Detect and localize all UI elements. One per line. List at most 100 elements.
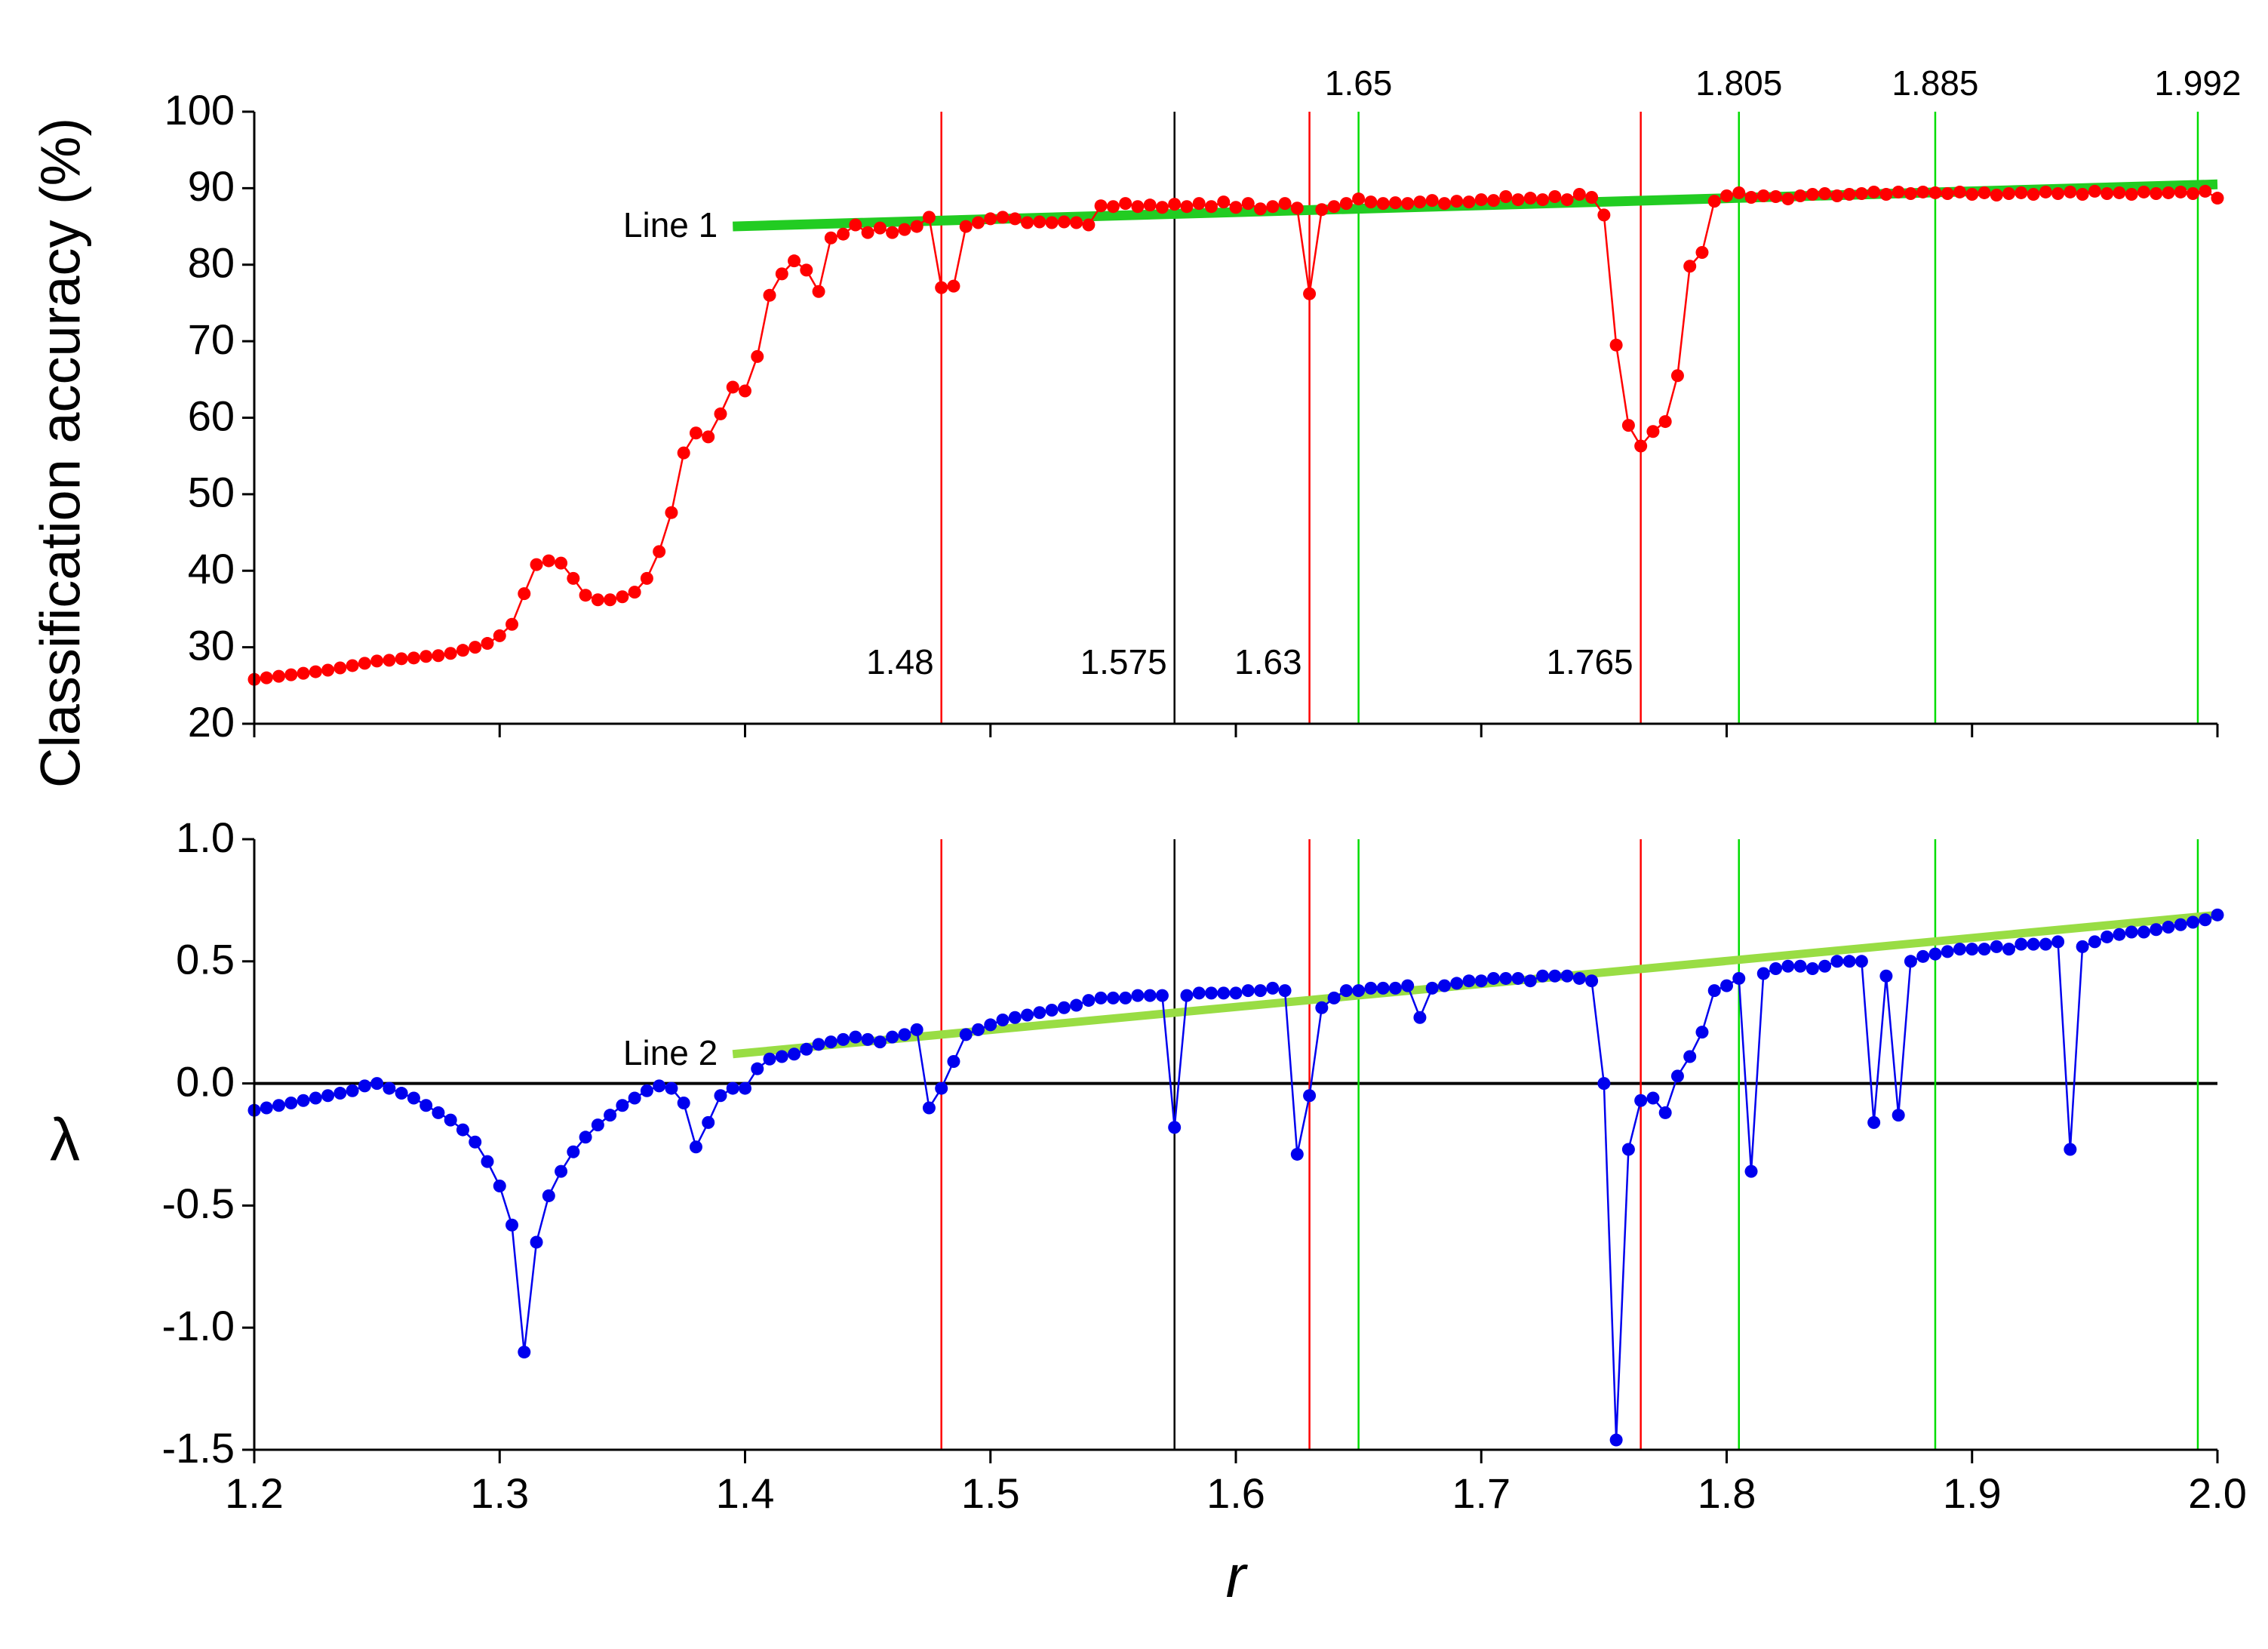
marker-label: 1.65	[1325, 63, 1393, 103]
data-point	[2113, 186, 2126, 199]
data-point	[1879, 187, 1893, 201]
data-point	[481, 1155, 494, 1168]
data-point	[886, 1030, 899, 1044]
marker-label: 1.765	[1547, 642, 1633, 681]
data-point	[971, 1023, 985, 1036]
data-point	[358, 657, 371, 670]
data-point	[469, 1135, 482, 1149]
data-point	[1842, 955, 1856, 968]
data-point	[1413, 195, 1427, 209]
data-point	[910, 1023, 923, 1036]
y-tick-label: -1.0	[162, 1302, 235, 1349]
data-point	[628, 586, 641, 599]
data-point	[861, 1032, 874, 1046]
data-point	[1437, 979, 1451, 992]
data-point	[1585, 974, 1599, 988]
data-point	[1855, 186, 1868, 200]
data-point	[1756, 189, 1770, 203]
x-tick-label: 1.5	[961, 1469, 1020, 1517]
data-point	[1057, 215, 1071, 229]
data-point	[1781, 959, 1795, 973]
data-point	[530, 1235, 543, 1249]
data-point	[481, 637, 494, 651]
data-point	[518, 1346, 531, 1359]
data-point	[1707, 984, 1721, 998]
data-point	[1474, 193, 1488, 207]
data-point	[419, 650, 433, 663]
data-point	[1241, 984, 1255, 998]
data-point	[444, 647, 457, 660]
data-point	[1658, 415, 1672, 429]
data-point	[1941, 945, 1954, 958]
data-point	[1732, 186, 1746, 199]
data-point	[1536, 193, 1550, 207]
y-tick-label: -0.5	[162, 1180, 235, 1227]
data-point	[370, 1077, 384, 1091]
data-point	[1168, 1121, 1182, 1134]
data-point	[1168, 198, 1182, 211]
data-point	[1953, 943, 1966, 956]
data-point	[2162, 186, 2175, 199]
data-point	[1916, 949, 1930, 963]
data-point	[677, 1096, 690, 1109]
data-point	[935, 281, 948, 294]
data-point	[1793, 189, 1807, 203]
y-tick-label: 0.5	[176, 936, 235, 983]
data-point	[788, 254, 801, 268]
data-point	[689, 1140, 702, 1154]
data-point	[751, 349, 764, 363]
data-point	[1217, 195, 1231, 209]
data-point	[1953, 185, 1966, 198]
data-point	[297, 1094, 310, 1107]
data-point	[1315, 1001, 1329, 1014]
data-point	[297, 666, 310, 680]
data-point	[1303, 1089, 1317, 1103]
data-point	[837, 227, 850, 241]
data-point	[1769, 190, 1783, 204]
data-point	[996, 1013, 1010, 1026]
data-point	[1254, 984, 1268, 998]
data-point	[2186, 186, 2199, 200]
data-point	[567, 1145, 580, 1158]
y-tick-label: 30	[188, 621, 235, 669]
data-point	[591, 593, 604, 607]
data-point	[996, 211, 1010, 224]
data-point	[2002, 943, 2016, 956]
data-point	[1070, 216, 1083, 229]
data-point	[959, 220, 973, 233]
data-point	[1523, 192, 1537, 205]
data-point	[702, 430, 715, 444]
data-point	[1425, 981, 1439, 995]
data-point	[456, 1123, 469, 1137]
data-point	[971, 216, 985, 229]
data-point	[640, 1084, 653, 1097]
data-point	[2002, 186, 2016, 200]
data-point	[309, 665, 322, 678]
data-point	[1376, 981, 1390, 995]
data-point	[1695, 246, 1709, 260]
data-point	[812, 285, 825, 298]
x-tick-label: 1.6	[1206, 1469, 1265, 1517]
data-point	[751, 1062, 764, 1075]
data-point	[1707, 195, 1721, 208]
data-point	[1487, 971, 1501, 985]
data-point	[677, 446, 690, 460]
data-point	[1769, 962, 1783, 976]
data-point	[1180, 989, 1194, 1002]
data-point	[2101, 186, 2114, 200]
data-point	[2199, 913, 2212, 927]
data-point	[419, 1099, 433, 1112]
y-tick-label: 40	[188, 545, 235, 592]
data-point	[775, 1050, 788, 1063]
data-point	[1143, 198, 1157, 212]
data-point	[2088, 184, 2101, 198]
data-point	[947, 279, 960, 293]
data-point	[1388, 196, 1402, 210]
data-point	[260, 671, 273, 685]
data-point	[1744, 1164, 1758, 1178]
data-point	[640, 571, 653, 585]
data-point	[714, 407, 727, 420]
marker-label: 1.885	[1892, 63, 1978, 103]
data-point	[739, 384, 751, 398]
y-tick-label: 100	[164, 86, 235, 134]
